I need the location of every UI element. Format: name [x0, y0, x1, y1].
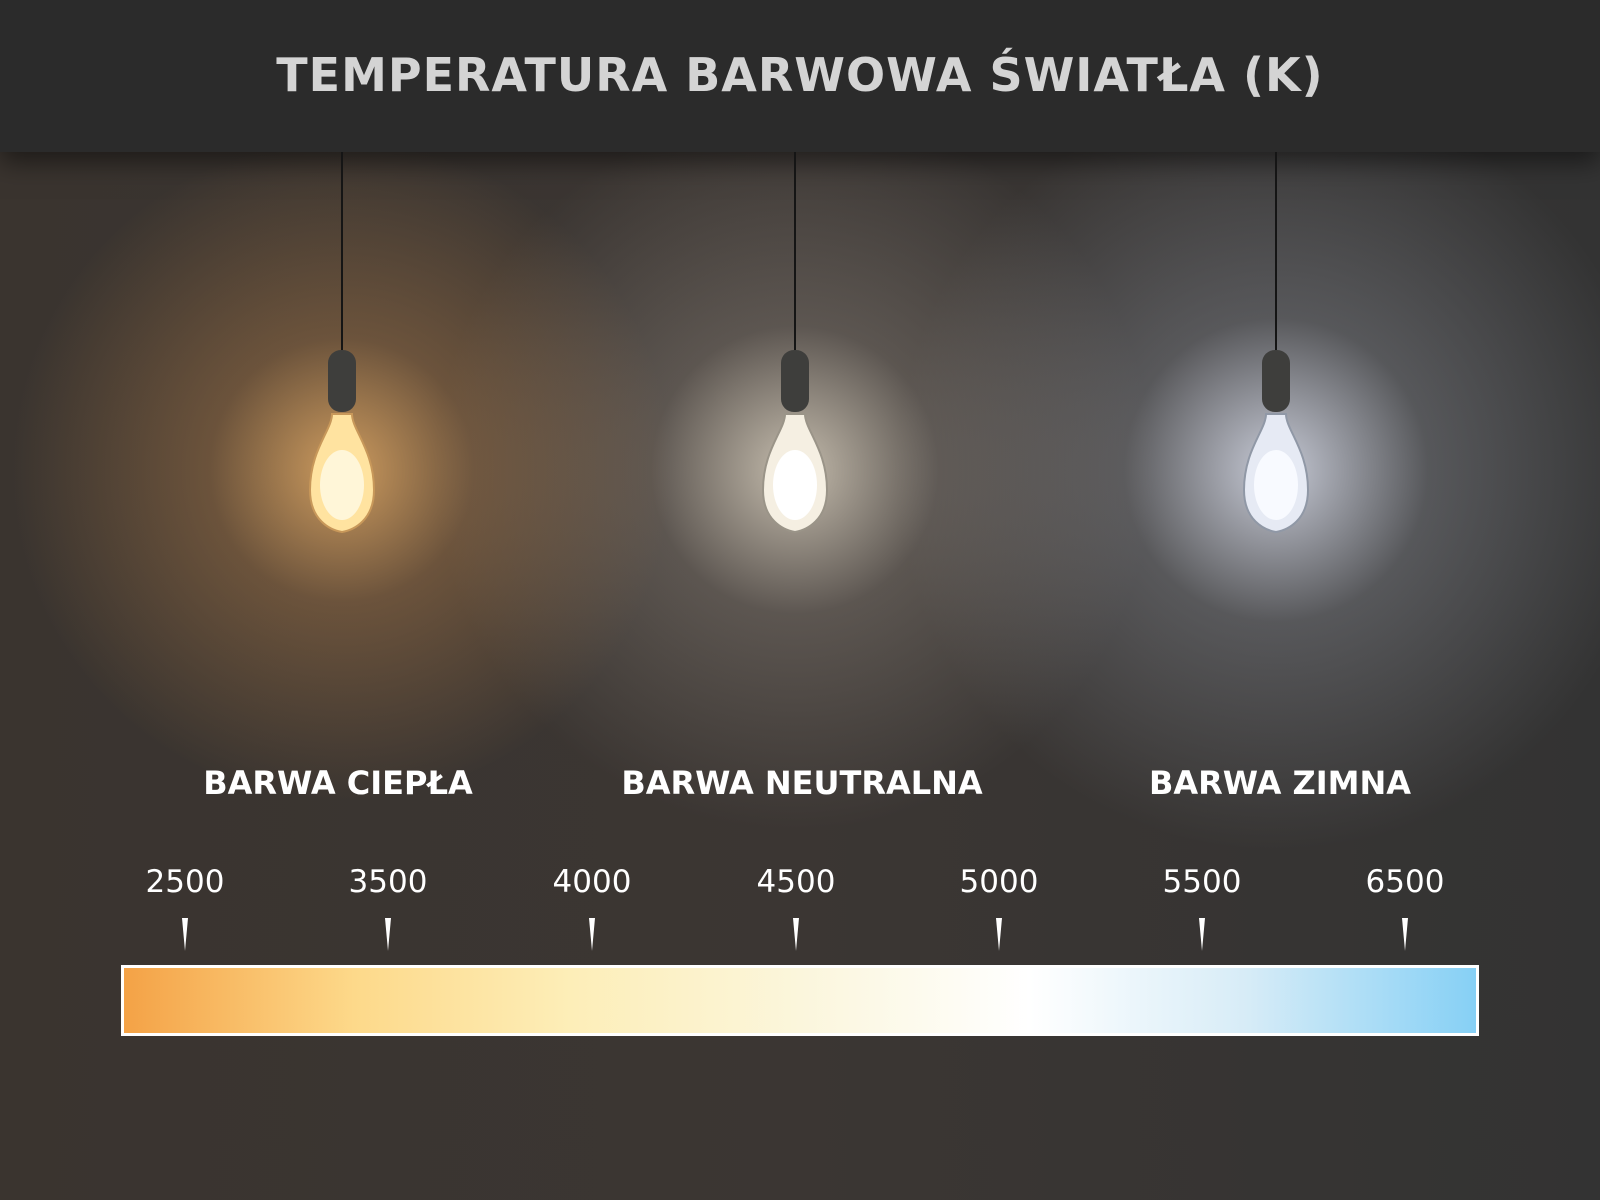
- tick-marker: [793, 918, 799, 951]
- label-cold: BARWA ZIMNA: [1148, 764, 1412, 802]
- tick-marker: [1402, 918, 1408, 951]
- warm-bulb-icon: [308, 350, 376, 534]
- cold-bulb-icon: [1242, 350, 1310, 534]
- cord-warm: [341, 152, 343, 357]
- cord-neutral: [794, 152, 796, 357]
- header-bar: TEMPERATURA BARWOWA ŚWIATŁA (K): [0, 0, 1600, 152]
- tick-label: 4000: [552, 864, 632, 900]
- color-temperature-gradient-bar: [121, 965, 1479, 1036]
- page-title: TEMPERATURA BARWOWA ŚWIATŁA (K): [276, 48, 1324, 102]
- tick-label: 2500: [145, 864, 225, 900]
- tick-label: 5500: [1162, 864, 1242, 900]
- tick-marker: [996, 918, 1002, 951]
- label-neutral: BARWA NEUTRALNA: [621, 764, 983, 802]
- tick-marker: [182, 918, 188, 951]
- tick-label: 3500: [348, 864, 428, 900]
- tick-marker: [589, 918, 595, 951]
- tick-label: 6500: [1365, 864, 1445, 900]
- tick-marker: [1199, 918, 1205, 951]
- neutral-bulb-icon: [761, 350, 829, 534]
- tick-label: 5000: [959, 864, 1039, 900]
- tick-marker: [385, 918, 391, 951]
- label-warm: BARWA CIEPŁA: [203, 764, 473, 802]
- cord-cold: [1275, 152, 1277, 357]
- tick-label: 4500: [756, 864, 836, 900]
